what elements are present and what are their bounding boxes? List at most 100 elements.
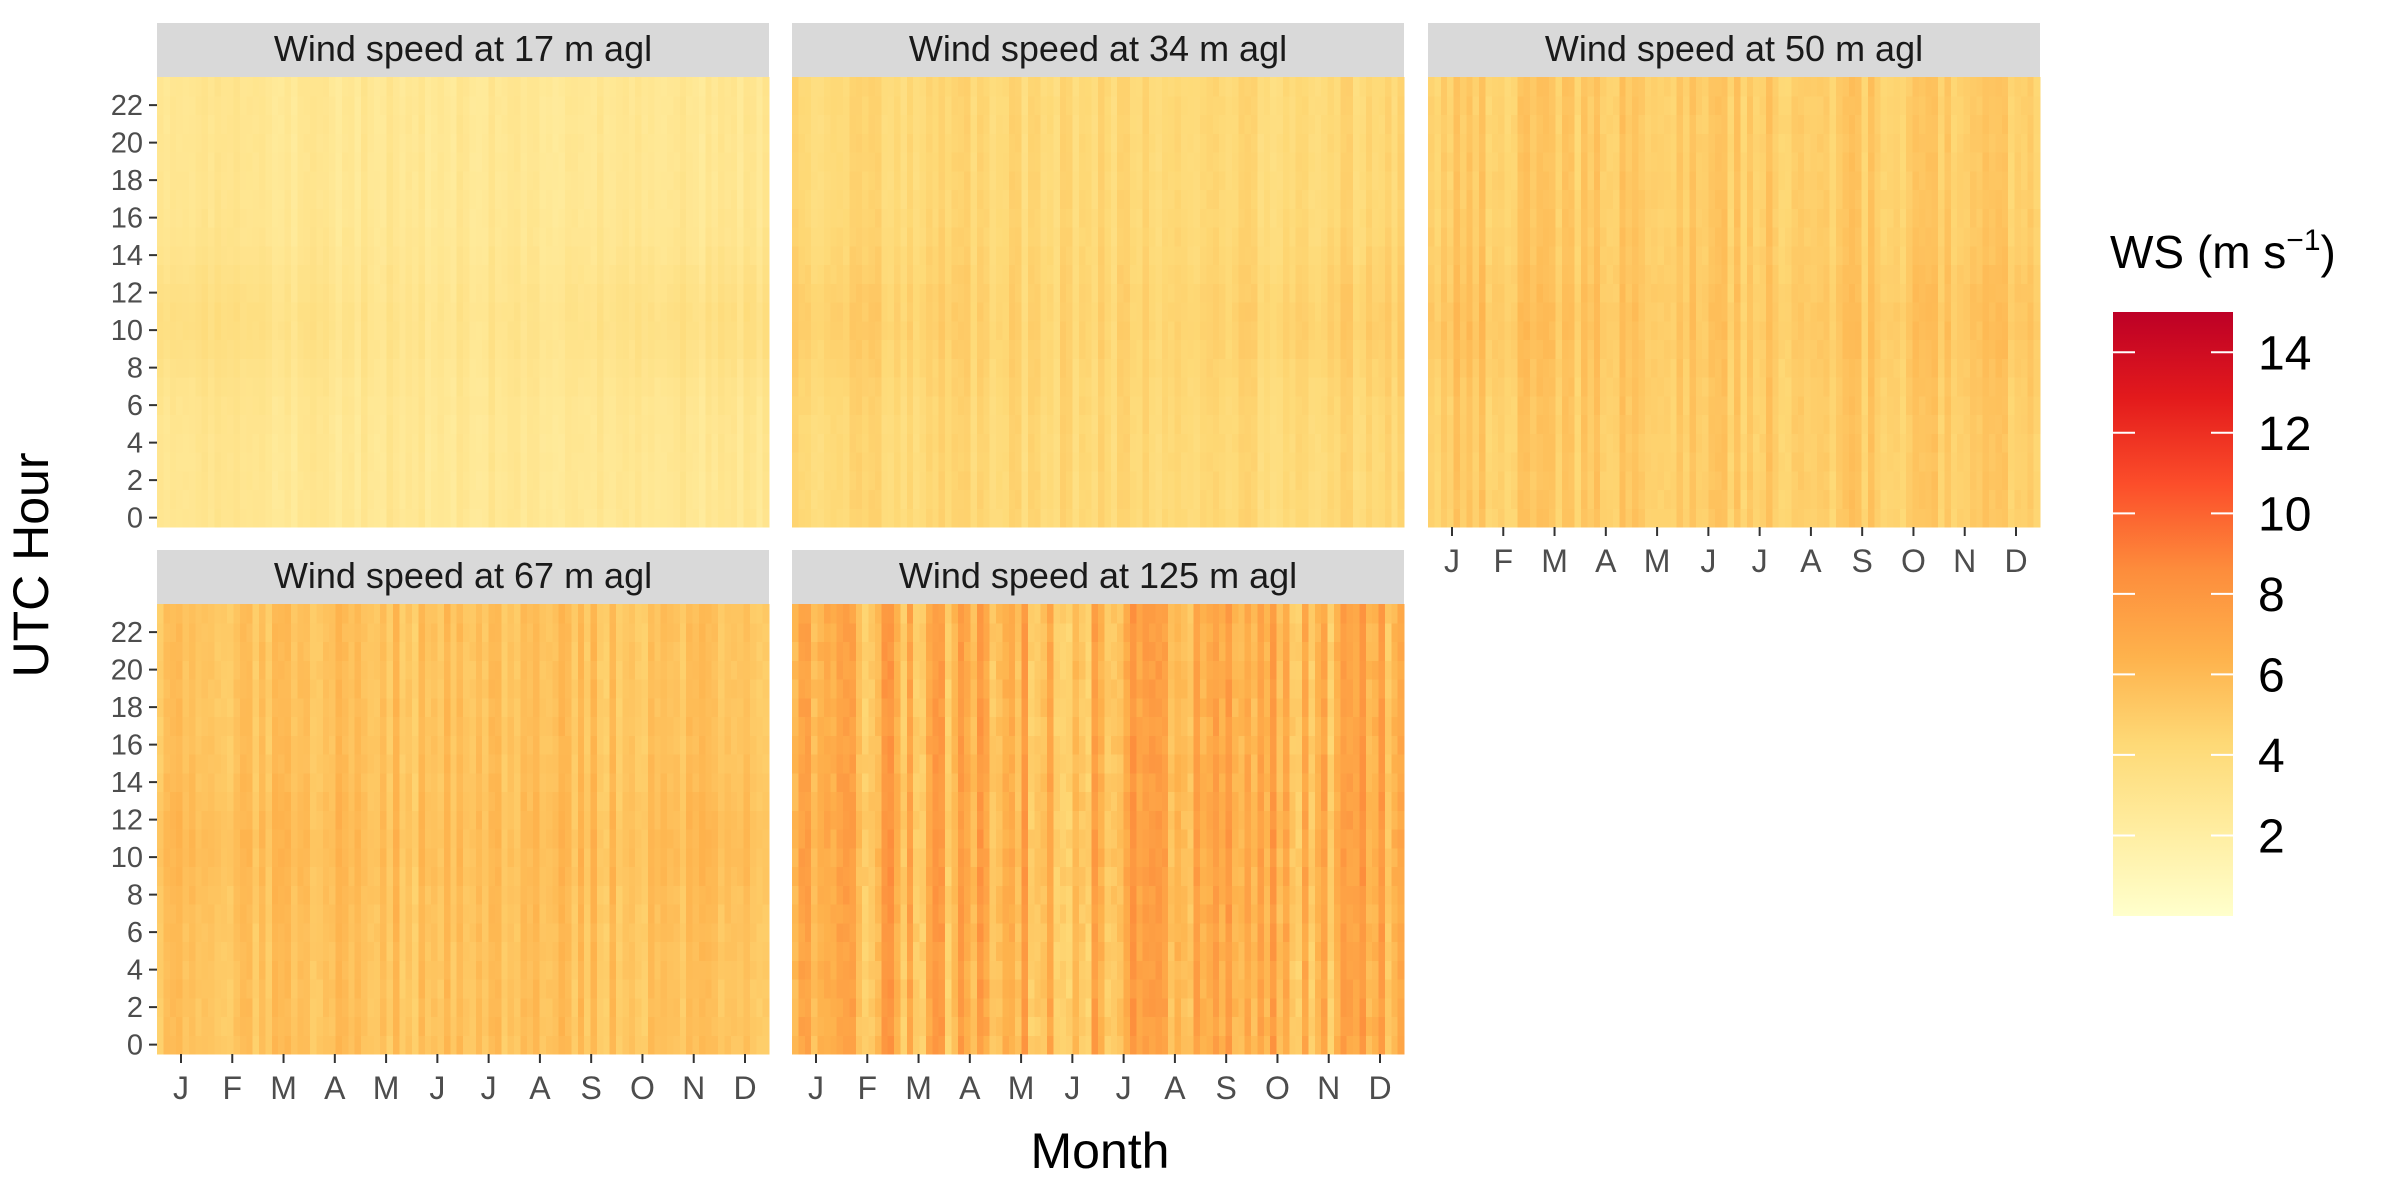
heatmap-cell [1238,227,1246,247]
heatmap-cell [1428,95,1435,116]
heatmap-cell [361,470,368,491]
heatmap-cell [443,283,451,303]
heatmap-cell [271,208,279,228]
heatmap-cell [182,95,190,116]
heatmap-cell [983,452,991,472]
heatmap-cell [900,377,908,397]
heatmap-cell [945,395,952,416]
heatmap-cell [1447,208,1455,228]
heatmap-cell [1517,377,1525,397]
heatmap-cell [1142,302,1150,322]
heatmap-cell [1174,470,1182,491]
heatmap-cell [1510,433,1518,453]
heatmap-cell [932,489,940,509]
heatmap-cell [1149,302,1156,322]
heatmap-cell [380,77,388,97]
heatmap-cell [1059,152,1067,172]
heatmap-cell [798,414,806,434]
heatmap-cell [1021,302,1029,322]
heatmap-cell [1142,508,1150,528]
heatmap-cell [443,414,451,434]
heatmap-cell [900,358,908,378]
heatmap-cell [705,395,713,416]
heatmap-cell [386,377,394,397]
heatmap-cell [1479,245,1486,266]
heatmap-cell [220,227,228,247]
heatmap-cell [938,452,946,472]
heatmap-cell [705,283,713,303]
heatmap-cell [894,358,901,378]
heatmap-cell [182,302,190,322]
heatmap-cell [686,489,694,509]
heatmap-cell [925,152,933,172]
heatmap-cell [817,208,825,228]
heatmap-cell [1397,95,1405,116]
heatmap-cell [1231,189,1239,209]
heatmap-cell [1359,152,1367,172]
heatmap-cell [616,227,623,247]
heatmap-cell [718,77,725,97]
heatmap-cell [373,433,381,453]
heatmap-cell [983,283,991,303]
heatmap-cell [501,133,509,153]
heatmap-cell [1340,452,1348,472]
heatmap-cell [792,414,799,434]
heatmap-cell [686,395,694,416]
heatmap-cell [1257,245,1265,266]
heatmap-cell [354,395,362,416]
heatmap-cell [520,470,528,491]
heatmap-cell [1479,395,1486,416]
heatmap-cell [894,133,901,153]
heatmap-cell [1321,302,1329,322]
heatmap-cell [463,433,470,453]
heatmap-cell [533,189,541,209]
heatmap-cell [1110,433,1118,453]
heatmap-cell [1123,433,1131,453]
heatmap-cell [660,508,668,528]
heatmap-cell [679,283,687,303]
heatmap-cell [1384,227,1392,247]
heatmap-cell [475,320,483,341]
heatmap-cell [335,452,343,472]
heatmap-cell [169,264,177,284]
heatmap-cell [565,283,572,303]
heatmap-cell [1136,489,1144,509]
heatmap-cell [881,264,889,284]
heatmap-cell [520,227,528,247]
heatmap-cell [1333,414,1341,434]
heatmap-cell [855,264,863,284]
heatmap-cell [609,358,617,378]
heatmap-cell [361,189,368,209]
heatmap-cell [310,508,317,528]
heatmap-cell [1149,170,1156,191]
heatmap-cell [463,114,470,134]
heatmap-cell [488,170,496,191]
heatmap-cell [565,358,572,378]
heatmap-cell [412,302,419,322]
heatmap-cell [233,227,241,247]
heatmap-cell [214,508,222,528]
heatmap-cell [804,358,812,378]
heatmap-cell [667,433,674,453]
heatmap-cell [1295,358,1303,378]
heatmap-cell [412,208,419,228]
heatmap-cell [1008,208,1016,228]
heatmap-cell [1098,95,1105,116]
heatmap-cell [938,283,946,303]
heatmap-cell [1517,508,1525,528]
heatmap-cell [1136,245,1144,266]
heatmap-cell [628,470,636,491]
heatmap-cell [804,339,812,359]
heatmap-cell [1059,358,1067,378]
heatmap-cell [412,470,419,491]
heatmap-cell [647,508,655,528]
heatmap-cell [628,283,636,303]
heatmap-cell [329,320,337,341]
heatmap-cell [1238,245,1246,266]
heatmap-cell [475,395,483,416]
heatmap-cell [1066,208,1074,228]
heatmap-cell [252,470,260,491]
heatmap-cell [792,433,799,453]
heatmap-cell [596,377,604,397]
heatmap-cell [654,470,662,491]
